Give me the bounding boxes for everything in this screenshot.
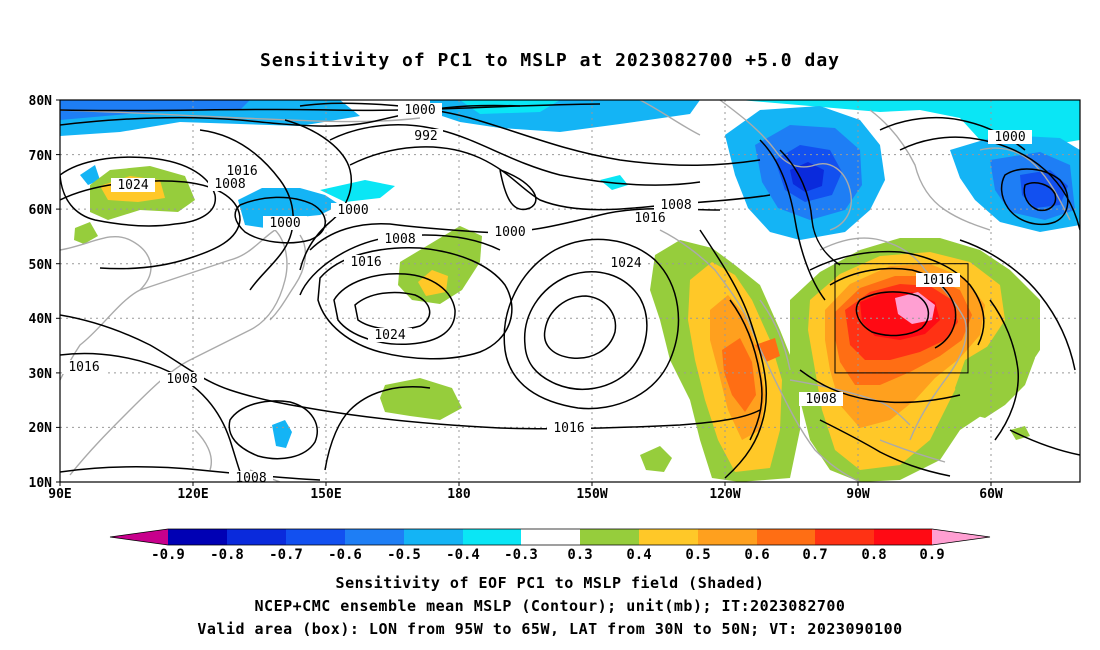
- colorbar-label: -0.3: [504, 547, 538, 563]
- colorbar-swatch: [639, 529, 698, 545]
- lat-axis: 80N 70N 60N 50N 40N 30N 20N 10N: [29, 94, 53, 491]
- map-title: Sensitivity of PC1 to MSLP at 2023082700…: [259, 50, 840, 71]
- colorbar-swatch: [227, 529, 286, 545]
- colorbar-label: 0.3: [567, 547, 592, 563]
- colorbar-swatch: [874, 529, 932, 545]
- colorbar-label: 0.8: [861, 547, 886, 563]
- colorbar-label: 0.7: [802, 547, 827, 563]
- colorbar-label: -0.7: [269, 547, 303, 563]
- colorbar-swatch: [815, 529, 874, 545]
- lon-tick: 150W: [576, 487, 607, 502]
- lon-tick: 120W: [709, 487, 740, 502]
- colorbar-label: 0.5: [685, 547, 710, 563]
- colorbar-swatch: [521, 529, 580, 545]
- colorbar-low-arrow: [110, 529, 168, 545]
- contour-label: 1008: [660, 198, 691, 213]
- colorbar-label: -0.5: [387, 547, 421, 563]
- colorbar-swatch: [345, 529, 404, 545]
- contour-label: 1008: [166, 372, 197, 387]
- lat-tick: 10N: [29, 476, 53, 491]
- coastlines: [60, 100, 1071, 482]
- colorbar-swatch: [404, 529, 463, 545]
- contour-labels: 1000 992 1016 1008 1024 1000 1000 1008 1…: [62, 103, 1032, 486]
- caption-shaded: Sensitivity of EOF PC1 to MSLP field (Sh…: [335, 574, 765, 592]
- grid: [60, 100, 1080, 482]
- contour-label: 1016: [922, 273, 953, 288]
- colorbar-swatch: [757, 529, 815, 545]
- lon-tick: 120E: [177, 487, 208, 502]
- contour-label: 1000: [494, 225, 525, 240]
- lat-tick: 40N: [29, 312, 53, 327]
- colorbar-label: 0.6: [744, 547, 769, 563]
- colorbar-swatch: [580, 529, 639, 545]
- contour-label: 1016: [553, 421, 584, 436]
- lat-tick: 20N: [29, 421, 53, 436]
- contour-label: 1008: [384, 232, 415, 247]
- contour-label: 1008: [805, 392, 836, 407]
- colorbar-labels: -0.9 -0.8 -0.7 -0.6 -0.5 -0.4 -0.3 0.3 0…: [151, 547, 945, 563]
- tick-marks: [56, 99, 992, 486]
- contour-label: 1016: [634, 211, 665, 226]
- contour-label: 1024: [610, 256, 641, 271]
- contour-label: 1016: [226, 164, 257, 179]
- colorbar-label: -0.9: [151, 547, 185, 563]
- colorbar-label: -0.6: [328, 547, 362, 563]
- lat-tick: 30N: [29, 367, 53, 382]
- lon-tick: 150E: [310, 487, 341, 502]
- colorbar-label: -0.4: [446, 547, 480, 563]
- contour-label: 1016: [350, 255, 381, 270]
- lat-tick: 70N: [29, 149, 53, 164]
- lon-tick: 90E: [48, 487, 71, 502]
- colorbar-label: 0.4: [626, 547, 651, 563]
- contour-label: 1000: [994, 130, 1025, 145]
- lat-tick: 50N: [29, 258, 53, 273]
- contour-label: 1000: [404, 103, 435, 118]
- lon-tick: 180: [447, 487, 471, 502]
- colorbar: [109, 528, 991, 546]
- colorbar-swatch: [463, 529, 521, 545]
- caption-valid-area: Valid area (box): LON from 95W to 65W, L…: [197, 620, 903, 638]
- contour-label: 992: [414, 129, 437, 144]
- contour-label: 1000: [269, 216, 300, 231]
- lon-tick: 60W: [979, 487, 1003, 502]
- colorbar-high-arrow: [932, 529, 990, 545]
- contour-label: 1008: [214, 177, 245, 192]
- map-frame: [59, 99, 1081, 483]
- contour-label: 1016: [68, 360, 99, 375]
- lat-tick: 60N: [29, 203, 53, 218]
- contour-label: 1024: [117, 178, 148, 193]
- contour-label: 1000: [337, 203, 368, 218]
- lat-tick: 80N: [29, 94, 53, 109]
- colorbar-label: 0.9: [919, 547, 944, 563]
- colorbar-swatch: [168, 529, 227, 545]
- colorbar-swatch: [698, 529, 757, 545]
- caption-contour: NCEP+CMC ensemble mean MSLP (Contour); u…: [254, 597, 846, 615]
- contour-label: 1008: [235, 471, 266, 486]
- lon-axis: 90E 120E 150E 180 150W 120W 90W 60W: [48, 487, 1003, 502]
- lon-tick: 90W: [846, 487, 870, 502]
- contour-label: 1024: [374, 328, 405, 343]
- colorbar-swatch: [286, 529, 345, 545]
- colorbar-label: -0.8: [210, 547, 244, 563]
- valid-area-box: [834, 263, 969, 374]
